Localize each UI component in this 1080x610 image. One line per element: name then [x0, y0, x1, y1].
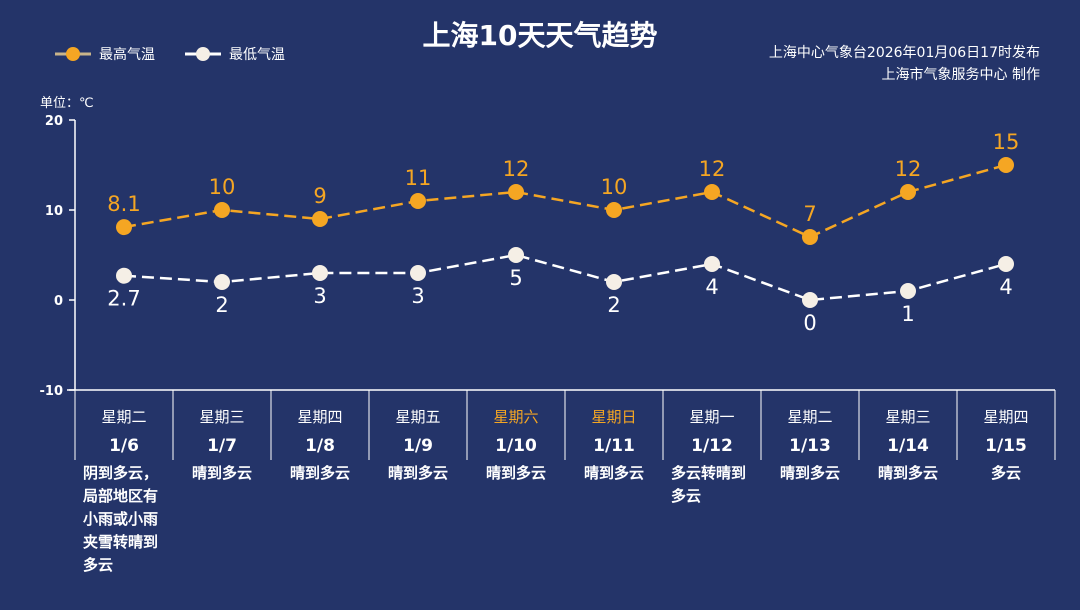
y-tick-label: 10: [45, 204, 63, 219]
high-temp-point: [312, 211, 328, 227]
high-temp-point: [214, 202, 230, 218]
low-temp-label: 1: [901, 302, 914, 326]
low-temp-point: [312, 265, 328, 281]
low-temp-label: 5: [509, 266, 522, 290]
high-temp-label: 12: [503, 157, 530, 181]
weekday-label: 星期日: [591, 408, 637, 426]
high-temp-point: [704, 184, 720, 200]
x-tick-label: 1/13: [789, 436, 831, 456]
low-temp-label: 4: [999, 275, 1012, 299]
high-temp-label: 11: [405, 166, 432, 190]
weekday-label: 星期二: [787, 408, 833, 426]
unit-label: 单位：℃: [40, 96, 94, 111]
high-temp-point: [410, 193, 426, 209]
low-temp-label: 0: [803, 311, 816, 335]
x-tick-label: 1/15: [985, 436, 1027, 456]
low-temp-label: 2: [215, 293, 228, 317]
legend-low-label: 最低气温: [229, 47, 285, 63]
weekday-label: 星期三: [199, 408, 245, 426]
y-tick-label: -10: [40, 384, 64, 399]
weekday-label: 星期四: [297, 408, 343, 426]
high-temp-label: 9: [313, 184, 326, 208]
low-temp-label: 2.7: [107, 287, 140, 311]
high-temp-label: 12: [895, 157, 922, 181]
high-temp-label: 10: [209, 175, 236, 199]
legend-low: 最低气温: [185, 44, 285, 64]
chart-title: 上海10天天气趋势: [422, 19, 658, 52]
weekday-label: 星期五: [395, 408, 441, 426]
legend-low-marker-icon: [185, 47, 221, 61]
x-tick-label: 1/12: [691, 436, 733, 456]
legend-high-marker-icon: [55, 47, 91, 61]
weather-description: 晴到多云: [289, 464, 350, 482]
low-temp-label: 2: [607, 293, 620, 317]
weekday-label: 星期四: [983, 408, 1029, 426]
weekday-label: 星期一: [689, 408, 735, 426]
high-temp-label: 7: [803, 202, 816, 226]
y-tick-label: 0: [54, 294, 63, 309]
x-tick-label: 1/14: [887, 436, 929, 456]
high-temp-point: [606, 202, 622, 218]
low-temp-point: [802, 292, 818, 308]
high-temp-point: [998, 157, 1014, 173]
weather-description: 晴到多云: [779, 464, 840, 482]
legend-high: 最高气温: [55, 44, 155, 64]
weather-description: 晴到多云: [191, 464, 252, 482]
high-temp-label: 15: [993, 130, 1020, 154]
x-tick-label: 1/11: [593, 436, 635, 456]
low-temp-point: [998, 256, 1014, 272]
low-temp-point: [410, 265, 426, 281]
low-temp-point: [116, 267, 132, 284]
high-temp-point: [802, 229, 818, 245]
high-temp-label: 8.1: [107, 192, 140, 216]
high-temp-line: [123, 163, 1007, 239]
y-tick-label: 20: [45, 114, 63, 129]
low-temp-label: 3: [411, 284, 424, 308]
legend-high-label: 最高气温: [99, 47, 155, 63]
low-temp-line: [123, 253, 1007, 302]
x-tick-label: 1/6: [109, 436, 139, 456]
low-temp-label: 3: [313, 284, 326, 308]
high-temp-point: [116, 219, 132, 236]
low-temp-label: 4: [705, 275, 718, 299]
high-temp-label: 10: [601, 175, 628, 199]
low-temp-point: [606, 274, 622, 290]
weather-description: 多云: [990, 464, 1021, 482]
weekday-label: 星期二: [101, 408, 147, 426]
weather-description: 晴到多云: [387, 464, 448, 482]
weather-description: 晴到多云: [877, 464, 938, 482]
weekday-label: 星期三: [885, 408, 931, 426]
low-temp-point: [214, 274, 230, 290]
x-tick-label: 1/7: [207, 436, 237, 456]
low-temp-point: [508, 247, 524, 263]
high-temp-label: 12: [699, 157, 726, 181]
weather-description: 多云转晴到多云: [671, 464, 747, 505]
low-temp-point: [704, 256, 720, 272]
high-temp-point: [900, 184, 916, 200]
x-tick-label: 1/9: [403, 436, 433, 456]
weather-description: 晴到多云: [583, 464, 644, 482]
publisher-text: 上海中心气象台2026年01月06日17时发布: [768, 45, 1040, 61]
weather-description: 阴到多云，局部地区有小雨或小雨夹雪转晴到多云: [83, 464, 159, 574]
weekday-label: 星期六: [493, 408, 539, 426]
maker-text: 上海市气象服务中心 制作: [881, 67, 1040, 83]
weather-description: 晴到多云: [485, 464, 546, 482]
low-temp-point: [900, 283, 916, 299]
x-tick-label: 1/8: [305, 436, 335, 456]
x-tick-label: 1/10: [495, 436, 537, 456]
high-temp-point: [508, 184, 524, 200]
